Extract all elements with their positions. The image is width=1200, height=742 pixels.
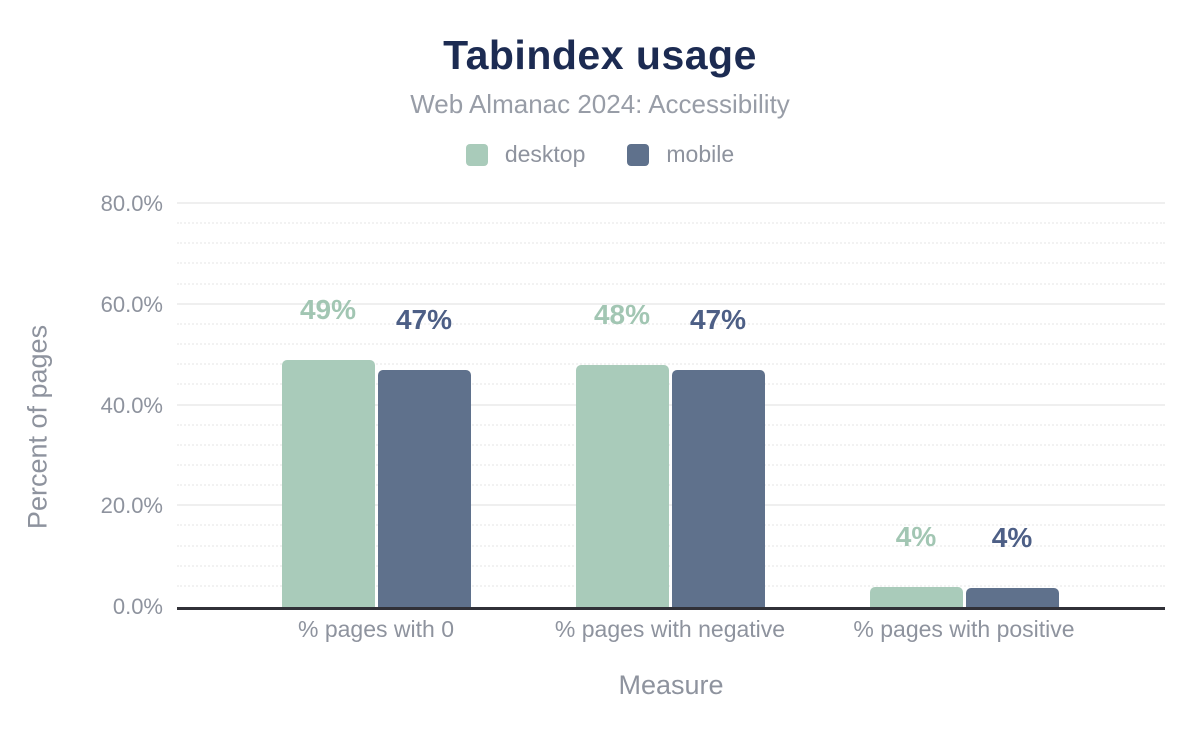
bar-desktop: [869, 586, 963, 607]
minor-gridline: [177, 423, 1165, 426]
legend: desktop mobile: [0, 141, 1200, 168]
minor-gridline: [177, 282, 1165, 285]
minor-gridline: [177, 544, 1165, 547]
minor-gridline: [177, 564, 1165, 567]
x-category-label: % pages with 0: [298, 616, 454, 642]
major-gridline: [177, 504, 1165, 507]
y-tick-label: 40.0%: [100, 392, 163, 418]
minor-gridline: [177, 463, 1165, 466]
bar-value-label: 49%: [299, 294, 357, 326]
chart-title: Tabindex usage: [443, 32, 757, 78]
x-category-label: % pages with positive: [853, 616, 1075, 642]
major-gridline: [177, 202, 1165, 204]
minor-gridline: [177, 242, 1165, 245]
major-gridline: [177, 302, 1165, 305]
bar-mobile: [671, 370, 765, 607]
bar-value-label: 47%: [689, 304, 747, 336]
chart-subtitle: Web Almanac 2024: Accessibility: [410, 89, 790, 119]
plot-area: Measure 49% 47% % pages with 0 48% 47% % page…: [177, 202, 1165, 700]
y-tick-label: 80.0%: [100, 191, 163, 216]
legend-label: desktop: [504, 141, 586, 167]
bar-value-label: 48%: [593, 299, 651, 331]
bar-mobile: [377, 370, 471, 607]
bar-mobile: [965, 588, 1059, 607]
minor-gridline: [177, 443, 1165, 446]
minor-gridline: [177, 524, 1165, 527]
legend-swatch-icon: [627, 143, 650, 166]
minor-gridline: [177, 222, 1165, 225]
minor-gridline: [177, 584, 1165, 587]
major-gridline: [177, 403, 1165, 406]
bar-value-label: 47%: [395, 304, 453, 336]
minor-gridline: [177, 343, 1165, 346]
y-axis-tick-labels: 0.0% 20.0% 40.0% 60.0% 80.0%: [40, 191, 163, 619]
legend-label: mobile: [666, 141, 735, 167]
x-axis-title: Measure: [618, 670, 724, 700]
bar-group: 49% 47%: [281, 204, 471, 607]
bar-desktop: [281, 360, 375, 607]
legend-item-desktop[interactable]: desktop: [465, 141, 586, 168]
y-tick-label: 20.0%: [100, 493, 163, 519]
x-category-label: % pages with negative: [554, 616, 786, 642]
y-tick-label: 0.0%: [112, 594, 163, 619]
minor-gridline: [177, 322, 1165, 325]
y-tick-label: 60.0%: [100, 291, 163, 317]
bar-value-label: 4%: [895, 520, 937, 552]
minor-gridline: [177, 383, 1165, 386]
legend-swatch-icon: [465, 143, 488, 166]
minor-gridline: [177, 262, 1165, 265]
legend-item-mobile[interactable]: mobile: [627, 141, 734, 168]
bar-value-label: 4%: [991, 522, 1033, 554]
bar-group: 48% 47%: [575, 204, 765, 607]
minor-gridline: [177, 484, 1165, 487]
bar-group: 4% 4%: [869, 204, 1059, 607]
minor-gridline: [177, 363, 1165, 366]
bar-desktop: [575, 365, 669, 607]
